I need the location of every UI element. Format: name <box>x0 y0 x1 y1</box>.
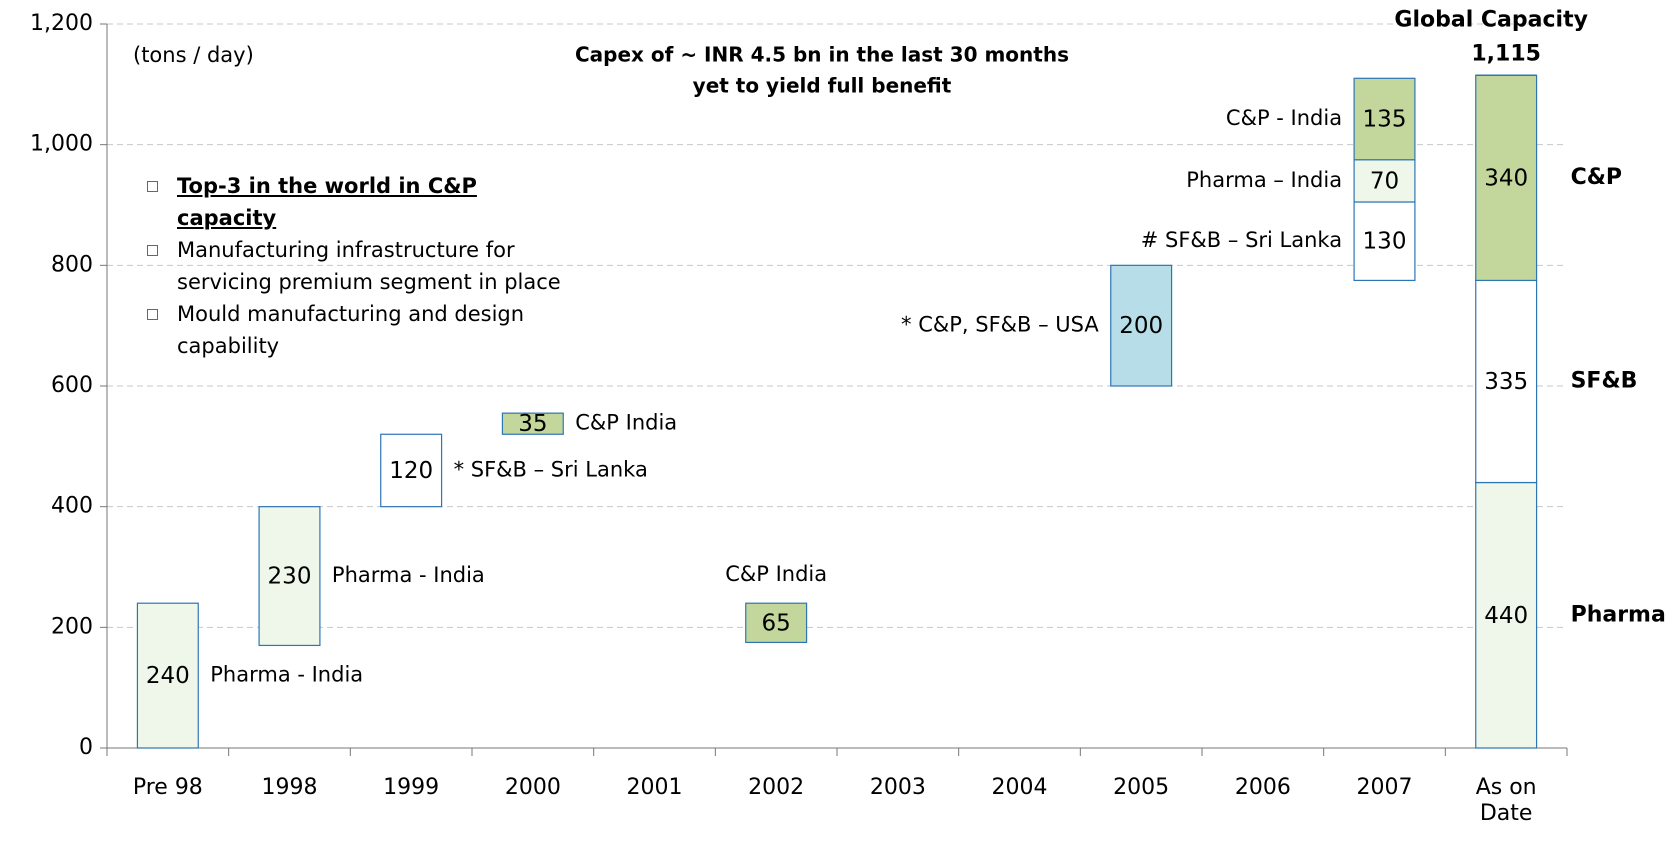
bar-segment <box>1353 159 1416 203</box>
bar-segment <box>1475 481 1538 749</box>
bullet: Manufacturing infrastructure for servici… <box>143 234 583 298</box>
value-label: 335 <box>1484 369 1528 395</box>
value-label: 130 <box>1363 229 1407 255</box>
value-label: 340 <box>1484 165 1528 191</box>
total-label: Global Capacity <box>1394 7 1588 32</box>
x-tick-label: 1999 <box>383 775 440 800</box>
y-tick-label: 0 <box>79 735 93 760</box>
bar-segment <box>1475 74 1538 282</box>
x-tick-label: 1998 <box>261 775 318 800</box>
bar-segment <box>1353 201 1416 282</box>
y-tick-label: 400 <box>51 494 93 519</box>
y-tick-label: 200 <box>51 614 93 639</box>
segment-label: Pharma – India <box>1186 168 1342 192</box>
segment-label: * SF&B – Sri Lanka <box>454 457 648 481</box>
segment-label: C&P India <box>725 562 827 586</box>
value-label: 65 <box>762 610 791 636</box>
bar-segment <box>1110 264 1173 387</box>
value-label: 35 <box>518 411 547 437</box>
bar-segment <box>258 506 321 647</box>
segment-label: Pharma - India <box>332 563 485 587</box>
x-tick-label: 2000 <box>504 775 561 800</box>
bullet-list: Top-3 in the world in C&P capacity Manufa… <box>143 170 583 362</box>
bar-segment <box>501 412 564 435</box>
bar-segment <box>1475 279 1538 484</box>
segment-label: Pharma <box>1571 602 1666 627</box>
y-tick-label: 600 <box>51 373 93 398</box>
bar-segment <box>136 602 199 749</box>
segment-label: C&P <box>1571 165 1622 190</box>
x-tick-label: As on Date <box>1475 775 1537 826</box>
value-label: 230 <box>268 564 312 590</box>
bar-segment <box>380 433 443 508</box>
value-label: 120 <box>389 458 433 484</box>
bullet: Mould manufacturing and design capabilit… <box>143 298 583 362</box>
bullet: Top-3 in the world in C&P capacity <box>143 170 583 234</box>
title-line: yet to yield full benefit <box>693 74 952 98</box>
value-label: 440 <box>1484 603 1528 629</box>
segment-label: * C&P, SF&B – USA <box>901 313 1099 337</box>
segment-label: SF&B <box>1571 368 1638 393</box>
x-tick-label: 2007 <box>1356 775 1413 800</box>
x-tick-label: 2004 <box>991 775 1048 800</box>
x-tick-label: 2001 <box>626 775 683 800</box>
x-tick-label: Pre 98 <box>132 775 203 800</box>
title-line: Capex of ~ INR 4.5 bn in the last 30 mon… <box>575 43 1069 67</box>
y-tick-label: 800 <box>51 252 93 277</box>
value-label: 240 <box>146 663 190 689</box>
x-tick-label: 2003 <box>869 775 926 800</box>
x-tick-label: 2002 <box>748 775 805 800</box>
value-label: 135 <box>1363 107 1407 133</box>
bar-segment <box>745 602 808 644</box>
x-tick-label: 2005 <box>1113 775 1170 800</box>
y-tick-label: 1,200 <box>30 11 93 36</box>
total-value: 1,115 <box>1471 41 1541 66</box>
segment-label: Pharma - India <box>210 663 363 687</box>
segment-label: # SF&B – Sri Lanka <box>1141 228 1342 252</box>
value-label: 200 <box>1119 313 1163 339</box>
y-tick-label: 1,000 <box>30 132 93 157</box>
segment-label: C&P - India <box>1226 106 1342 130</box>
bar-segment <box>1353 77 1416 161</box>
unit-label: (tons / day) <box>133 43 254 67</box>
value-label: 70 <box>1370 168 1399 194</box>
x-tick-label: 2006 <box>1234 775 1291 800</box>
segment-label: C&P India <box>575 411 677 435</box>
